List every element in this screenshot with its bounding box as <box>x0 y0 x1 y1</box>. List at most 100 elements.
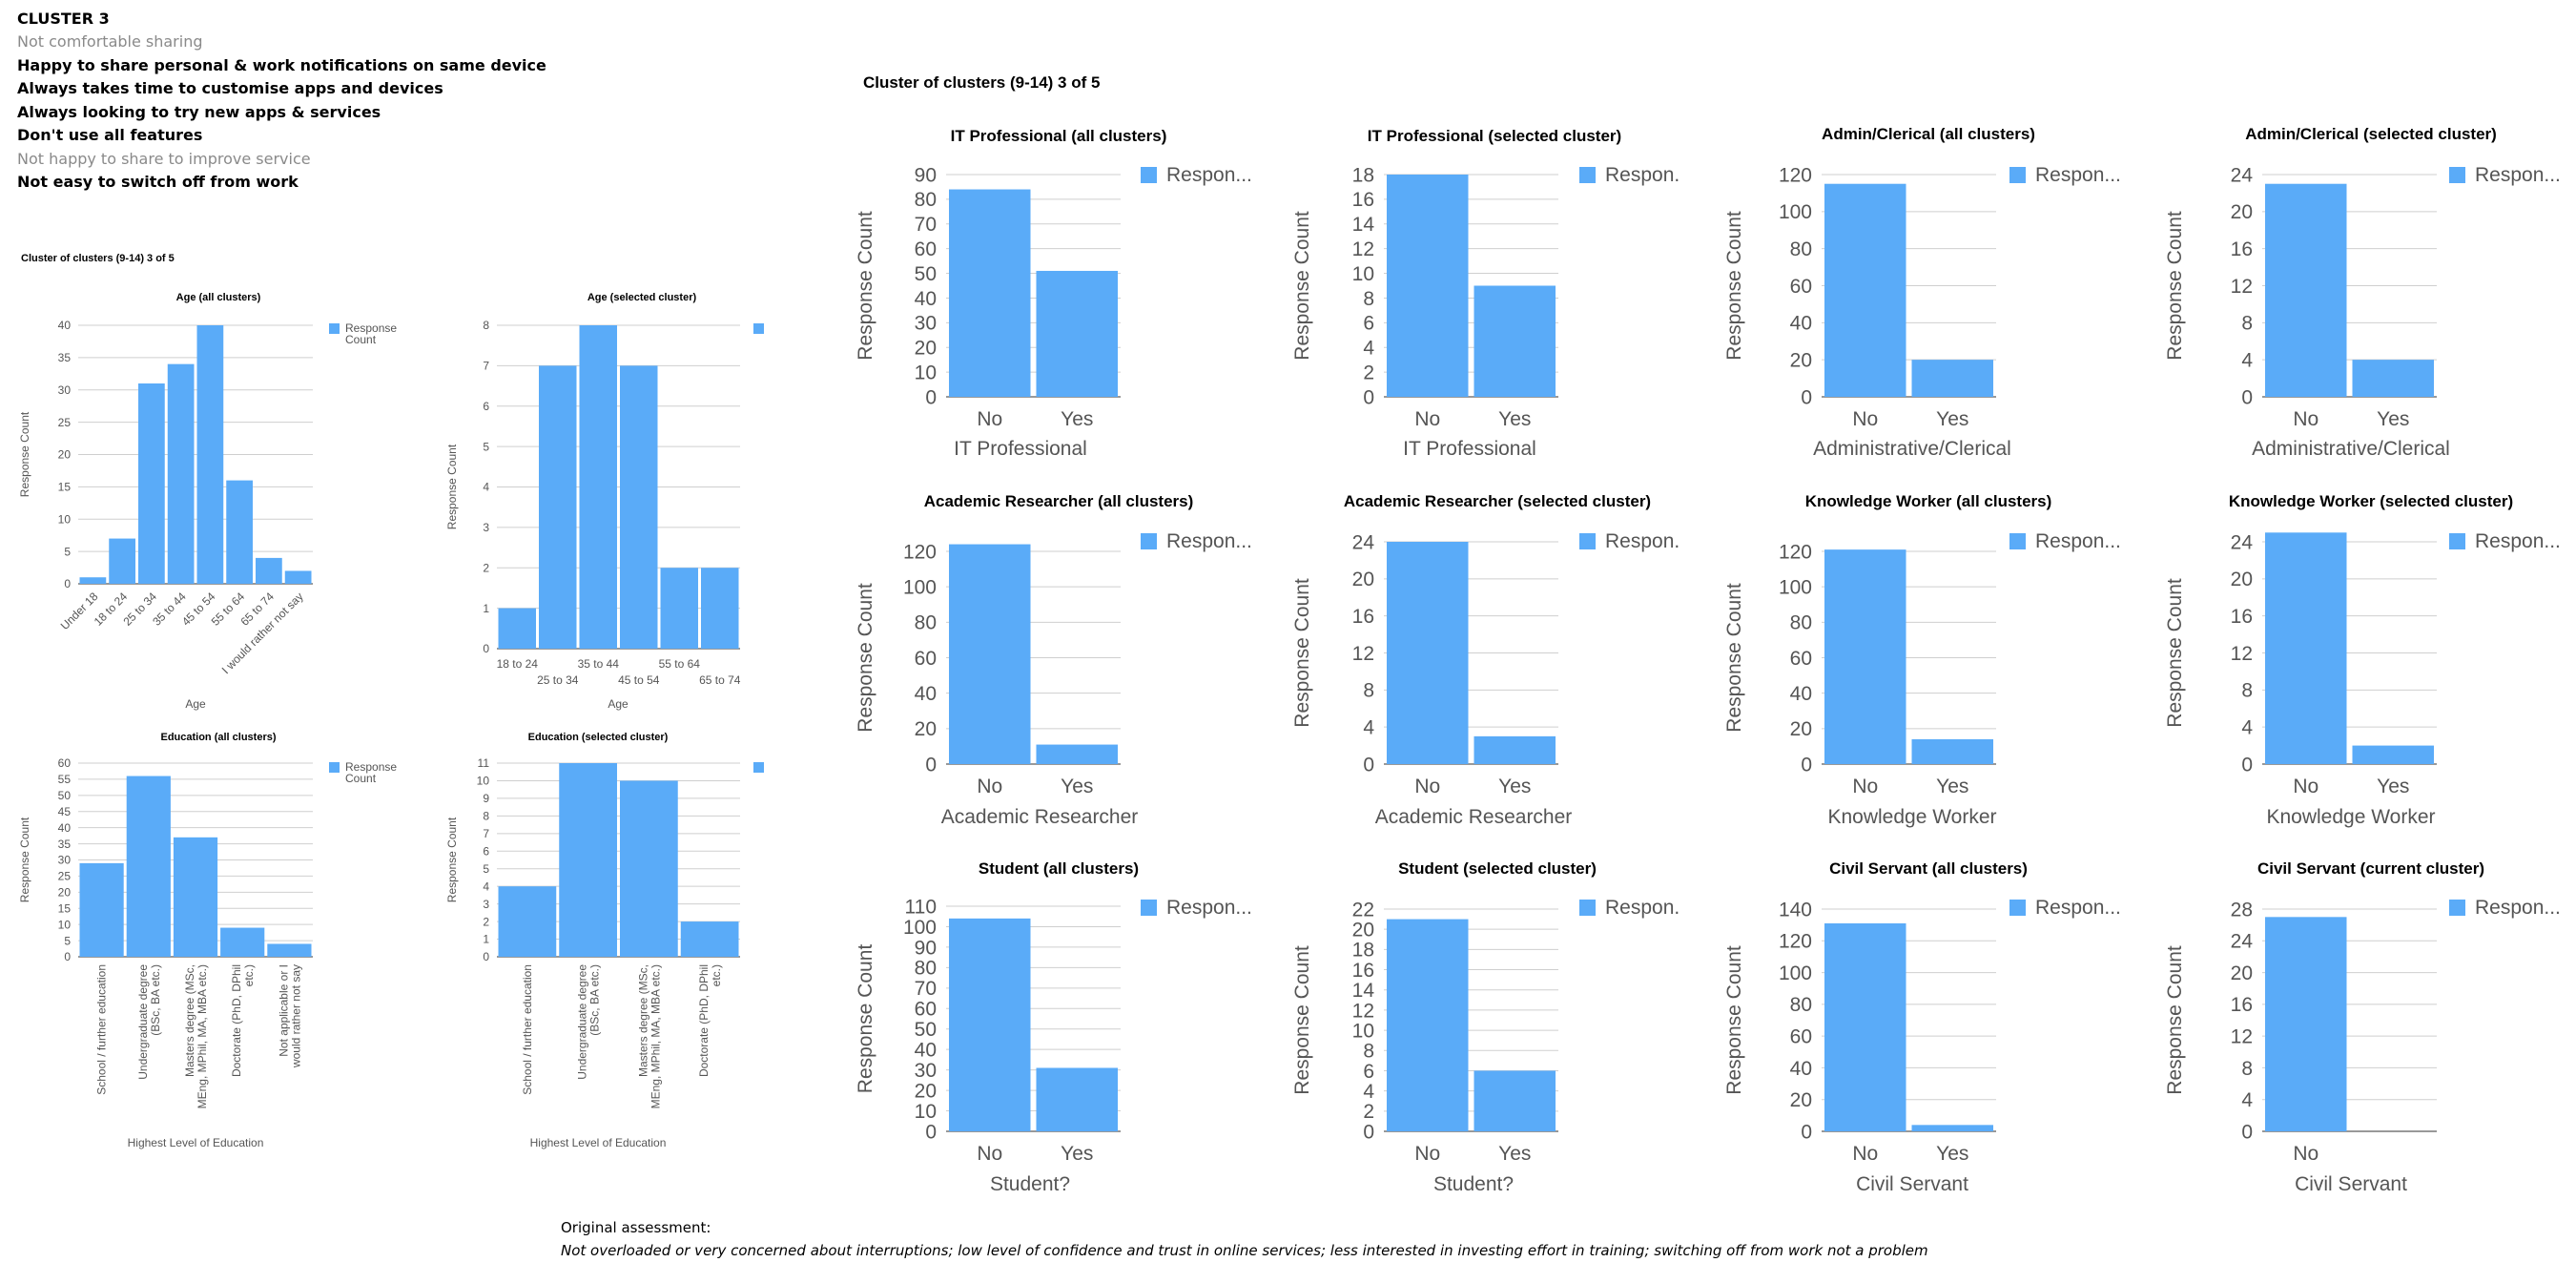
y-tick-label: 12 <box>2231 276 2253 298</box>
chart-7: Admin/Clerical (all clusters) 0 20 40 60 80 10… <box>1723 125 2121 460</box>
y-tick-label: 2 <box>1363 362 1374 383</box>
x-tick-label: No <box>1414 776 1440 797</box>
x-tick-label: Yes <box>1061 1143 1093 1165</box>
y-tick-label: 4 <box>1363 1081 1374 1103</box>
cluster-description: CLUSTER 3 Not comfortable sharing Happy … <box>17 8 780 195</box>
bar <box>949 544 1031 764</box>
x-tick-label: 25 to 34 <box>537 673 579 687</box>
legend-label: Respon... <box>2035 530 2121 552</box>
x-tick-label: No <box>1414 408 1440 430</box>
x-axis-label: Age <box>185 697 206 711</box>
bar <box>1473 285 1556 397</box>
cluster-trait: Don't use all features <box>17 126 203 144</box>
chart-title: Age (all clusters) <box>176 292 261 303</box>
legend-swatch <box>2009 900 2026 916</box>
x-axis-label: IT Professional <box>954 438 1087 460</box>
y-tick-label: 5 <box>483 862 489 876</box>
bar <box>226 480 253 584</box>
chart-13: Student (all clusters) 010203040506070809… <box>855 859 1252 1195</box>
legend-label: Respon. <box>1605 530 1680 552</box>
x-tick-label: Doctorate (PhD, DPhil <box>230 964 243 1077</box>
x-tick-label: Masters degree (MSc, <box>636 964 649 1077</box>
x-axis-label: Student? <box>1433 1173 1514 1195</box>
x-axis-label: Civil Servant <box>1856 1173 1968 1195</box>
bar <box>680 921 739 957</box>
y-tick-label: 10 <box>915 362 937 383</box>
assessment-text: Not overloaded or very concerned about i… <box>561 1242 1928 1259</box>
x-tick-label: Doctorate (PhD, DPhil <box>697 964 711 1077</box>
y-axis-label: Response Count <box>2164 211 2186 361</box>
legend-swatch <box>329 762 340 773</box>
assessment-label: Original assessment: <box>561 1219 711 1236</box>
legend-swatch <box>1141 900 1157 916</box>
y-tick-label: 80 <box>915 958 937 980</box>
bar <box>1824 183 1906 397</box>
y-tick-label: 80 <box>1790 238 1812 260</box>
cluster-heading: CLUSTER 3 <box>17 10 110 28</box>
x-tick-label: Yes <box>1936 1143 1968 1165</box>
y-tick-label: 90 <box>915 164 937 186</box>
y-axis-label: Response Count <box>855 211 876 361</box>
bar <box>701 568 739 649</box>
legend-label: Respon. <box>1605 897 1680 919</box>
y-tick-label: 1 <box>483 933 489 946</box>
y-tick-label: 20 <box>1790 1089 1812 1111</box>
y-tick-label: 12 <box>1352 238 1374 260</box>
y-tick-label: 16 <box>1352 960 1374 982</box>
chart-1: Age (all clusters) 0 5 10 15 20 25 30 35 40 Under … <box>18 292 397 711</box>
y-tick-label: 10 <box>1352 263 1374 285</box>
bar <box>1911 360 1993 397</box>
bar <box>620 365 658 649</box>
y-tick-label: 6 <box>1363 1061 1374 1083</box>
y-tick-label: 35 <box>58 838 72 851</box>
y-tick-label: 12 <box>2231 1025 2253 1047</box>
y-tick-label: 14 <box>1352 214 1375 236</box>
chart-title: Academic Researcher (selected cluster) <box>1344 492 1651 510</box>
y-tick-label: 24 <box>1352 531 1375 553</box>
y-tick-label: 0 <box>64 950 71 963</box>
x-tick-label: No <box>1852 408 1878 430</box>
x-tick-label: No <box>1852 776 1878 797</box>
legend-swatch <box>1579 167 1596 183</box>
x-axis-label: Administrative/Clerical <box>2252 438 2450 460</box>
x-tick-label: School / further education <box>95 964 109 1095</box>
bar <box>660 568 698 649</box>
y-tick-label: 7 <box>483 360 489 373</box>
legend-label: Count <box>345 333 377 346</box>
y-tick-label: 40 <box>915 288 937 310</box>
y-tick-label: 25 <box>58 416 72 429</box>
y-tick-label: 40 <box>1790 1058 1812 1080</box>
y-tick-label: 16 <box>1352 189 1374 211</box>
chart-title: Education (all clusters) <box>160 732 276 743</box>
y-tick-label: 18 <box>1352 940 1374 962</box>
y-tick-label: 0 <box>64 577 71 590</box>
chart-title: Age (selected cluster) <box>587 292 697 303</box>
y-tick-label: 1 <box>483 602 489 615</box>
y-tick-label: 24 <box>2231 164 2254 186</box>
x-tick-label: Yes <box>2377 408 2409 430</box>
x-tick-label: No <box>977 776 1002 797</box>
y-tick-label: 12 <box>1352 643 1374 665</box>
bar <box>1911 738 1993 764</box>
legend-label: Respon. <box>1605 164 1680 186</box>
y-tick-label: 0 <box>2241 386 2253 408</box>
y-tick-label: 24 <box>2231 931 2254 953</box>
y-tick-label: 50 <box>915 1019 937 1041</box>
chart-title: Student (selected cluster) <box>1398 859 1597 878</box>
bar <box>2265 183 2347 397</box>
x-axis-label: Highest Level of Education <box>128 1136 264 1149</box>
x-tick-label: No <box>2293 776 2318 797</box>
bar <box>559 763 617 957</box>
x-tick-label: School / further education <box>521 964 534 1095</box>
bar <box>498 886 557 957</box>
chart-title: Admin/Clerical (all clusters) <box>1822 125 2035 143</box>
bar <box>1824 549 1906 764</box>
bar <box>109 538 135 584</box>
bar <box>267 943 312 957</box>
x-axis-label: Administrative/Clerical <box>1813 438 2011 460</box>
bar <box>126 776 171 957</box>
y-tick-label: 55 <box>58 773 72 786</box>
y-tick-label: 100 <box>1779 577 1812 599</box>
